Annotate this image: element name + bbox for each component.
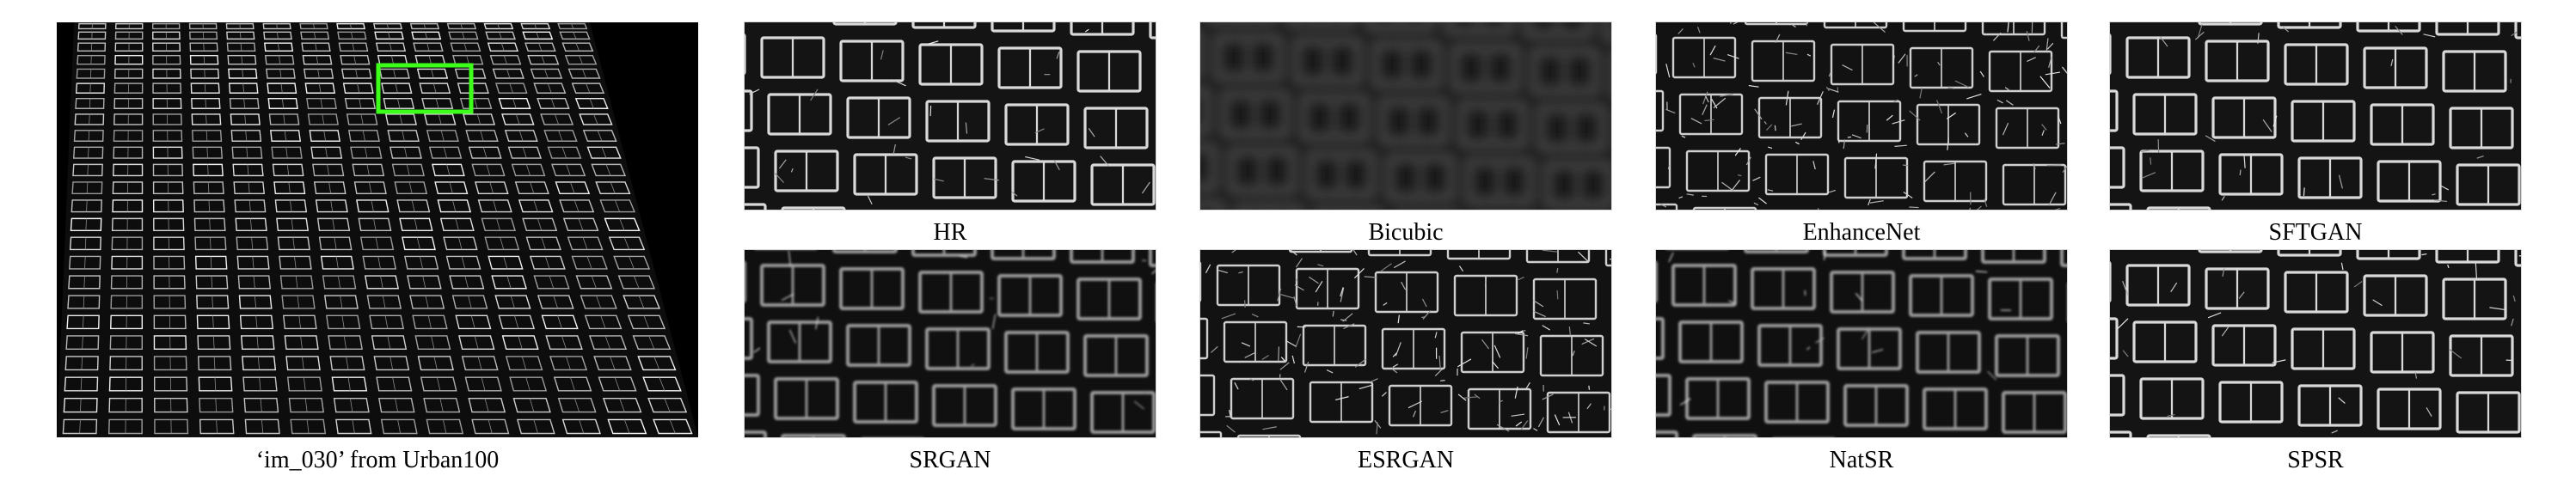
crop-panel-sftgan [2110,22,2521,210]
crop-image [1200,22,1611,210]
crop-label-natsr: NatSR [1829,447,1894,473]
crop-panel-spsr [2110,250,2521,437]
crop-image [745,250,1156,437]
crop-image [745,22,1156,210]
crop-image [1200,250,1611,437]
crop-panel-bicubic [1200,22,1611,210]
main-image-caption: ‘im_030’ from Urban100 [255,447,500,473]
crop-label-sftgan: SFTGAN [2268,219,2363,246]
crop-image [1656,250,2067,437]
crop-panel-natsr [1656,250,2067,437]
crop-image [1656,22,2067,210]
crop-panel-enhancenet [1656,22,2067,210]
main-building-image [57,22,698,437]
crop-image [2110,250,2521,437]
crop-label-bicubic: Bicubic [1368,219,1444,246]
crop-panel-esrgan [1200,250,1611,437]
crop-label-spsr: SPSR [2287,447,2344,473]
building-edge-map [57,22,698,437]
crop-label-enhancenet: EnhanceNet [1802,219,1921,246]
crop-image [2110,22,2521,210]
crop-label-srgan: SRGAN [909,447,991,473]
crop-label-hr: HR [933,219,967,246]
crop-label-esrgan: ESRGAN [1357,447,1454,473]
crop-panel-srgan [745,250,1156,437]
crop-panel-hr [745,22,1156,210]
